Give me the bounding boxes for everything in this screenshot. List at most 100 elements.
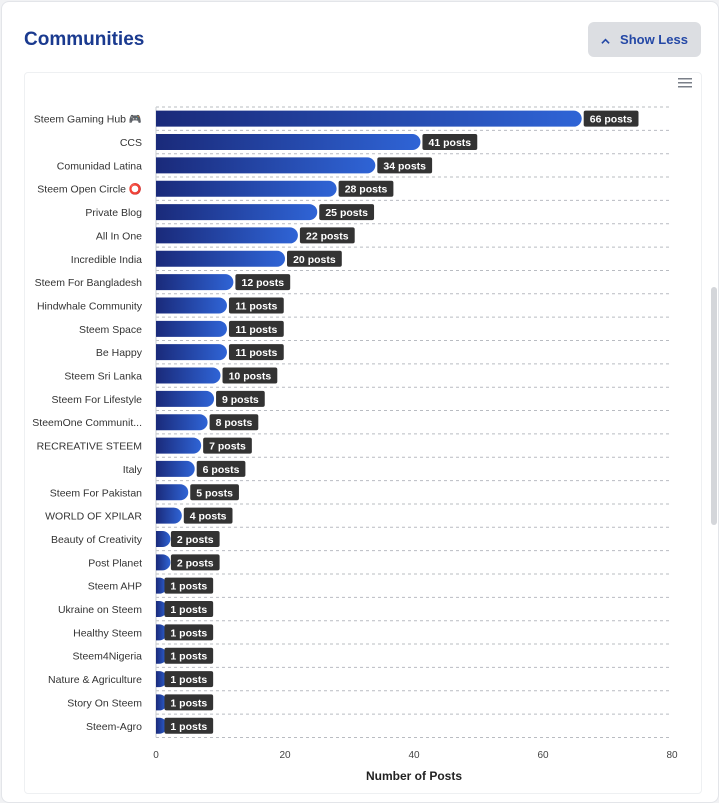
bar xyxy=(156,180,337,197)
x-axis-title: Number of Posts xyxy=(366,769,462,783)
data-label: 11 posts xyxy=(235,347,277,359)
category-label: Steem AHP xyxy=(88,581,142,593)
bar xyxy=(156,624,168,641)
data-label: 1 posts xyxy=(170,697,207,709)
category-label: Steem-Agro xyxy=(86,721,142,733)
data-label: 22 posts xyxy=(306,230,349,242)
x-tick-label: 40 xyxy=(408,750,420,761)
bar xyxy=(156,694,168,711)
data-label: 9 posts xyxy=(222,394,259,406)
bar xyxy=(156,134,421,151)
bar xyxy=(156,530,171,547)
bar xyxy=(156,437,202,454)
bar xyxy=(156,601,168,618)
category-label: Steem Sri Lanka xyxy=(64,371,142,383)
category-label: Steem Open Circle ⭕ xyxy=(37,183,142,196)
bar xyxy=(156,647,168,664)
bar xyxy=(156,414,208,431)
data-label-bg xyxy=(190,484,239,501)
chevron-up-icon xyxy=(601,38,610,44)
bar xyxy=(156,320,227,337)
data-label-bg xyxy=(319,204,375,221)
data-label-bg xyxy=(235,274,291,291)
data-label-bg xyxy=(164,694,214,711)
bar xyxy=(156,367,221,384)
category-label: WORLD OF XPILAR xyxy=(45,511,142,523)
data-label: 1 posts xyxy=(170,721,207,733)
data-label: 25 posts xyxy=(325,207,368,219)
bar xyxy=(156,554,171,571)
data-label-bg xyxy=(583,110,639,127)
category-label: CCS xyxy=(120,137,142,149)
bar xyxy=(156,671,168,688)
show-less-button[interactable]: Show Less xyxy=(588,22,701,57)
page-title: Communities xyxy=(24,29,145,50)
bar xyxy=(156,577,168,594)
category-label: Steem For Bangladesh xyxy=(35,277,143,289)
category-label: Beauty of Creativity xyxy=(51,534,143,546)
category-label: Ukraine on Steem xyxy=(58,604,142,616)
category-label: Nature & Agriculture xyxy=(48,674,142,686)
category-label: Steem For Pakistan xyxy=(50,487,142,499)
bar xyxy=(156,204,318,221)
data-label-bg xyxy=(299,227,355,244)
scrollbar[interactable] xyxy=(711,287,717,525)
bar xyxy=(156,484,189,501)
data-label-bg xyxy=(196,460,246,477)
data-label-bg xyxy=(164,577,214,594)
data-label-bg xyxy=(203,437,252,454)
bar xyxy=(156,110,582,127)
bar xyxy=(156,507,182,524)
data-label-bg xyxy=(164,601,214,618)
category-label: RECREATIVE STEEM xyxy=(37,441,142,453)
data-label-bg xyxy=(183,507,233,524)
data-label-bg xyxy=(164,717,214,734)
bar xyxy=(156,297,227,314)
bar xyxy=(156,250,285,267)
category-label: Be Happy xyxy=(96,347,143,359)
data-label: 28 posts xyxy=(345,184,388,196)
category-label: Healthy Steem xyxy=(73,627,142,639)
data-label: 20 posts xyxy=(293,254,336,266)
data-label: 11 posts xyxy=(235,324,277,336)
category-label: Private Blog xyxy=(85,207,142,219)
data-label: 7 posts xyxy=(209,441,246,453)
data-label-bg xyxy=(228,297,284,314)
data-label: 1 posts xyxy=(170,651,207,663)
data-label: 12 posts xyxy=(241,277,284,289)
data-label-bg xyxy=(164,671,214,688)
bar xyxy=(156,717,168,734)
data-label-bg xyxy=(287,250,342,267)
data-label-bg xyxy=(164,624,214,641)
data-label-bg xyxy=(170,554,220,571)
data-label: 6 posts xyxy=(203,464,240,476)
data-label: 66 posts xyxy=(590,114,633,126)
data-label-bg xyxy=(170,530,220,547)
category-label: Steem Space xyxy=(79,324,142,336)
data-label: 2 posts xyxy=(177,534,214,546)
category-label: Story On Steem xyxy=(67,697,142,709)
category-label: All In One xyxy=(96,230,142,242)
data-label: 1 posts xyxy=(170,627,207,639)
x-tick-label: 20 xyxy=(279,750,291,761)
x-tick-label: 0 xyxy=(153,750,159,761)
category-label: Steem Gaming Hub 🎮 xyxy=(34,114,142,126)
category-label: Post Planet xyxy=(88,557,142,569)
data-label: 1 posts xyxy=(170,674,207,686)
category-label: Comunidad Latina xyxy=(57,160,142,172)
data-label: 10 posts xyxy=(229,371,272,383)
bar xyxy=(156,274,234,291)
data-label-bg xyxy=(228,320,284,337)
data-label: 34 posts xyxy=(383,160,426,172)
data-label: 5 posts xyxy=(196,487,233,499)
bar xyxy=(156,227,298,244)
bar xyxy=(156,460,195,477)
bar xyxy=(156,390,215,407)
data-label: 41 posts xyxy=(429,137,472,149)
hamburger-menu-icon[interactable] xyxy=(677,76,693,90)
data-label: 11 posts xyxy=(235,300,277,312)
data-label-bg xyxy=(222,367,278,384)
data-label-bg xyxy=(338,180,394,197)
category-label: Steem For Lifestyle xyxy=(52,394,143,406)
data-label-bg xyxy=(228,344,284,361)
